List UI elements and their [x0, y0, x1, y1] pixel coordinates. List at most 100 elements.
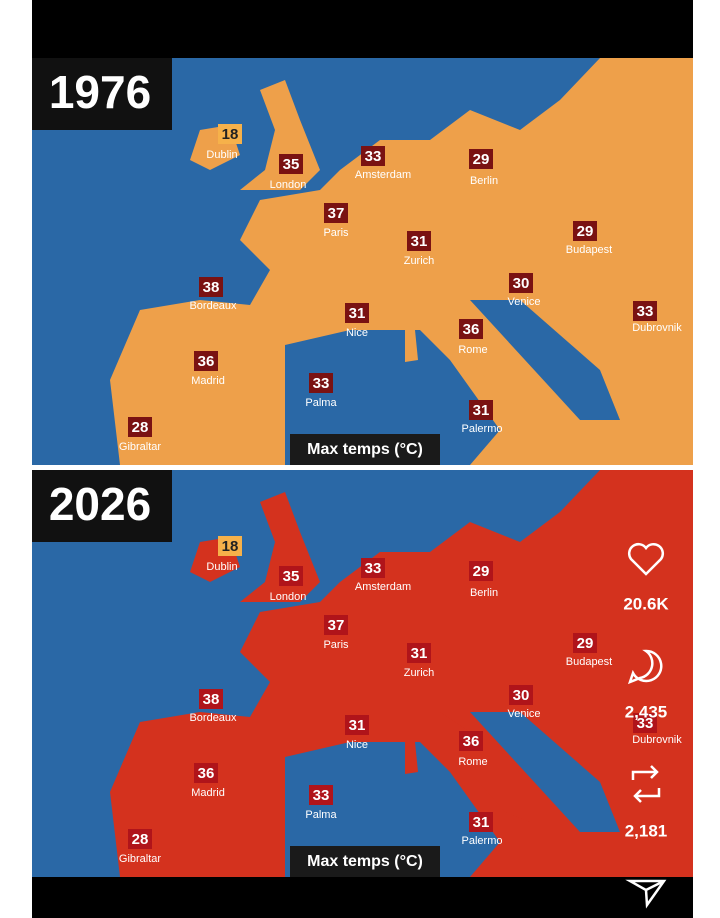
temp: 36 — [463, 321, 480, 338]
city-name: Palma — [305, 397, 337, 409]
temp: 33 — [365, 560, 382, 577]
sea — [285, 300, 620, 465]
city-name: Rome — [458, 756, 487, 768]
temp-box — [128, 417, 152, 437]
temp-box — [469, 400, 493, 420]
city-name: Nice — [346, 739, 368, 751]
temp: 31 — [473, 402, 490, 419]
city-name: Dublin — [206, 149, 237, 161]
city-name: Venice — [507, 708, 540, 720]
temp-box — [633, 713, 657, 733]
temp: 30 — [513, 687, 530, 704]
city-name: Palermo — [462, 835, 503, 847]
city-name: Madrid — [191, 375, 225, 387]
temp: 38 — [203, 691, 220, 708]
share-icon[interactable] — [625, 879, 667, 909]
temp-box — [309, 785, 333, 805]
city-name: Palermo — [462, 423, 503, 435]
city-name: Budapest — [566, 244, 612, 256]
city-name: Dublin — [206, 561, 237, 573]
year-box — [32, 58, 172, 130]
year: 2026 — [49, 478, 151, 530]
temp-box — [199, 689, 223, 709]
temp: 35 — [283, 156, 300, 173]
temp-box — [279, 154, 303, 174]
temp: 35 — [283, 568, 300, 585]
city-name: Zurich — [404, 667, 435, 679]
temp-box — [509, 685, 533, 705]
temp-box — [469, 812, 493, 832]
temp-box — [128, 829, 152, 849]
city-name: Palma — [305, 809, 337, 821]
temp: 33 — [637, 303, 654, 320]
temp: 29 — [577, 635, 594, 652]
temp-box — [345, 303, 369, 323]
city-name: London — [270, 591, 307, 603]
land — [405, 742, 418, 774]
temp-box — [199, 277, 223, 297]
temp: 18 — [222, 538, 239, 555]
temp-box — [324, 615, 348, 635]
action-bar: 20.6K 2,435 2,181 — [623, 543, 669, 909]
like-count: 20.6K — [623, 594, 669, 613]
comment-icon[interactable] — [627, 649, 663, 685]
temp: 33 — [313, 787, 330, 804]
temp-box — [361, 558, 385, 578]
city-name: Madrid — [191, 787, 225, 799]
city-name: Bordeaux — [189, 712, 237, 724]
land — [405, 330, 418, 362]
temp: 38 — [203, 279, 220, 296]
legend: Max temps (°C) — [307, 441, 423, 458]
city-name: Dubrovnik — [632, 322, 682, 334]
map-panel: 2026 18 Dublin 35 London 33 Amsterdam 29 Berlin 3… — [32, 470, 693, 877]
temp-box — [509, 273, 533, 293]
temp: 28 — [132, 419, 149, 436]
city-name: Paris — [323, 639, 349, 651]
temp: 31 — [349, 717, 366, 734]
year: 1976 — [49, 66, 151, 118]
temp: 29 — [473, 563, 490, 580]
temp-box — [469, 561, 493, 581]
map-panel: 1976 18 Dublin 35 London 33 Amsterdam 29 Berlin 3… — [32, 58, 693, 465]
repost-icon[interactable] — [631, 765, 661, 803]
repost-count: 2,181 — [625, 821, 668, 840]
temp-box — [407, 643, 431, 663]
temp: 31 — [411, 233, 428, 250]
map — [32, 58, 693, 465]
city-name: Berlin — [470, 175, 498, 187]
temp-box — [361, 146, 385, 166]
comment-count: 2,435 — [625, 702, 668, 721]
temp-box — [218, 124, 242, 144]
temp: 28 — [132, 831, 149, 848]
temp: 37 — [328, 205, 345, 222]
temp: 36 — [198, 353, 215, 370]
sea — [285, 712, 620, 877]
temp-box — [324, 203, 348, 223]
temp-box — [309, 373, 333, 393]
temp-box — [345, 715, 369, 735]
city-name: Venice — [507, 296, 540, 308]
like-icon[interactable] — [628, 543, 664, 576]
year-box — [32, 470, 172, 542]
temp: 33 — [313, 375, 330, 392]
temp: 33 — [365, 148, 382, 165]
top-bar — [32, 0, 693, 58]
city-name: Amsterdam — [355, 581, 411, 593]
temp-box — [279, 566, 303, 586]
legend-box — [290, 846, 440, 877]
temp-box — [218, 536, 242, 556]
temp-box — [459, 731, 483, 751]
city-name: Bordeaux — [189, 300, 237, 312]
temp: 29 — [473, 151, 490, 168]
temp-box — [469, 149, 493, 169]
temp-box — [194, 351, 218, 371]
temp-box — [459, 319, 483, 339]
divider — [32, 465, 693, 470]
city-name: Amsterdam — [355, 169, 411, 181]
temp: 33 — [637, 715, 654, 732]
temp: 29 — [577, 223, 594, 240]
temp: 36 — [198, 765, 215, 782]
temp-box — [407, 231, 431, 251]
legend-box — [290, 434, 440, 465]
